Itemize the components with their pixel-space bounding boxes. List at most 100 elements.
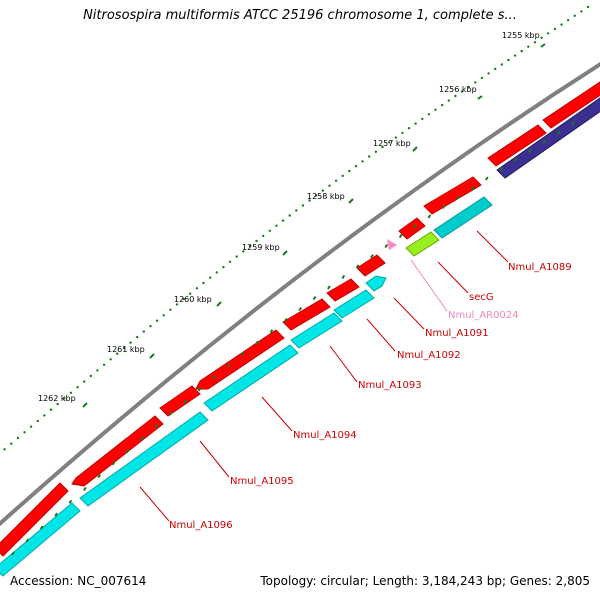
inner-tick [140,436,145,441]
scale-dot [202,281,205,285]
scale-dot [494,67,497,71]
gene-arrow [203,344,299,412]
inner-tick [441,204,446,209]
scale-dot [228,260,232,263]
major-tick [82,402,88,408]
major-tick [282,250,288,256]
scale-dot [49,408,53,411]
scale-dot [374,150,378,153]
scale-dot [480,76,484,80]
scale-dot [3,448,6,451]
scale-dot [566,19,570,22]
scale-dot [56,402,59,406]
scale-dot [381,145,384,149]
inner-tick [54,512,58,517]
inner-tick [126,448,130,453]
scale-dot [235,255,238,258]
inner-tick [355,264,360,269]
gene-arrow [365,275,387,292]
gene-label-nmul-a1096: Nmul_A1096 [169,520,233,531]
gene-arrow [159,385,201,417]
major-tick [149,353,155,359]
inner-tick [226,363,231,368]
scale-dot [129,341,132,344]
scale-dot [348,169,351,173]
scale-dot [262,234,265,238]
inner-tick [240,351,245,357]
scale-dot [434,108,437,111]
gene-label-nmul-a1095: Nmul_A1095 [230,476,294,487]
inner-tick [413,224,417,229]
scale-dot [547,32,550,35]
scale-dot [533,41,537,44]
scale-dot [43,414,46,417]
inner-tick [97,474,102,479]
scale-dot [354,165,358,168]
scale-dot [248,245,252,248]
scale-label-1256: 1256 kbp [439,85,477,94]
inner-tick [571,121,575,126]
inner-tick [398,234,403,239]
scale-dot [36,419,39,423]
scale-dot [102,363,106,366]
gene-arrow [356,254,386,277]
scale-dot [368,155,371,158]
inner-tick [255,340,259,345]
inner-tick [39,525,44,530]
scale-dot [507,58,510,62]
forward-strand-track [0,97,600,577]
gene-labels: Nmul_A1089 secG Nmul_AR0024 Nmul_A1091 N… [169,262,572,531]
inner-tick [212,375,216,380]
scale-dot [500,63,503,66]
scale-label-1258: 1258 kbp [307,192,345,201]
scale-dot [162,314,165,317]
gene-arrow [487,124,547,167]
scale-dot [83,380,86,383]
gene-arrow [282,298,331,331]
inner-tick [183,399,188,404]
scale-dot [215,271,218,274]
scale-dot [308,199,311,202]
scale-dot [334,179,338,182]
accession-text: Accession: NC_007614 [10,574,147,588]
scale-ring [3,5,590,451]
scale-dot [414,122,417,125]
scale-dot [136,335,139,339]
inner-tick [370,254,374,259]
inner-tick [556,130,561,135]
scale-dot [149,325,152,328]
scale-label-1262: 1262 kbp [38,394,76,403]
scale-dot [560,23,563,26]
scale-label-1257: 1257 kbp [373,139,411,148]
scale-dot [580,10,583,13]
inner-tick [327,285,331,290]
inner-tick [11,551,15,556]
inner-tick [283,317,288,323]
inner-tick [384,243,389,249]
scale-dot [89,374,93,378]
scale-label-1259: 1259 kbp [242,243,280,252]
inner-tick [82,486,87,492]
scale-dot [182,297,185,301]
scale-dot [142,330,145,333]
backbone-line [0,62,600,527]
major-tick [348,198,354,204]
inner-ticks [11,121,575,556]
inner-tick [68,499,73,504]
scale-label-1255: 1255 kbp [502,31,540,40]
scale-dot [122,347,126,350]
gene-arrow [0,482,69,557]
gene-label-nmul-a1089: Nmul_A1089 [508,262,572,273]
gene-label-nmul-a1094: Nmul_A1094 [293,430,357,441]
gene-arrow [433,196,493,239]
scale-dot [222,265,225,269]
scale-dot [467,85,470,89]
scale-dot [281,219,285,222]
trna-marker [387,239,397,250]
scale-dot [387,141,391,144]
leader-lines [139,230,509,522]
scale-label-1261: 1261 kbp [107,345,145,354]
scale-dot [10,442,13,445]
scale-dot [175,303,179,306]
